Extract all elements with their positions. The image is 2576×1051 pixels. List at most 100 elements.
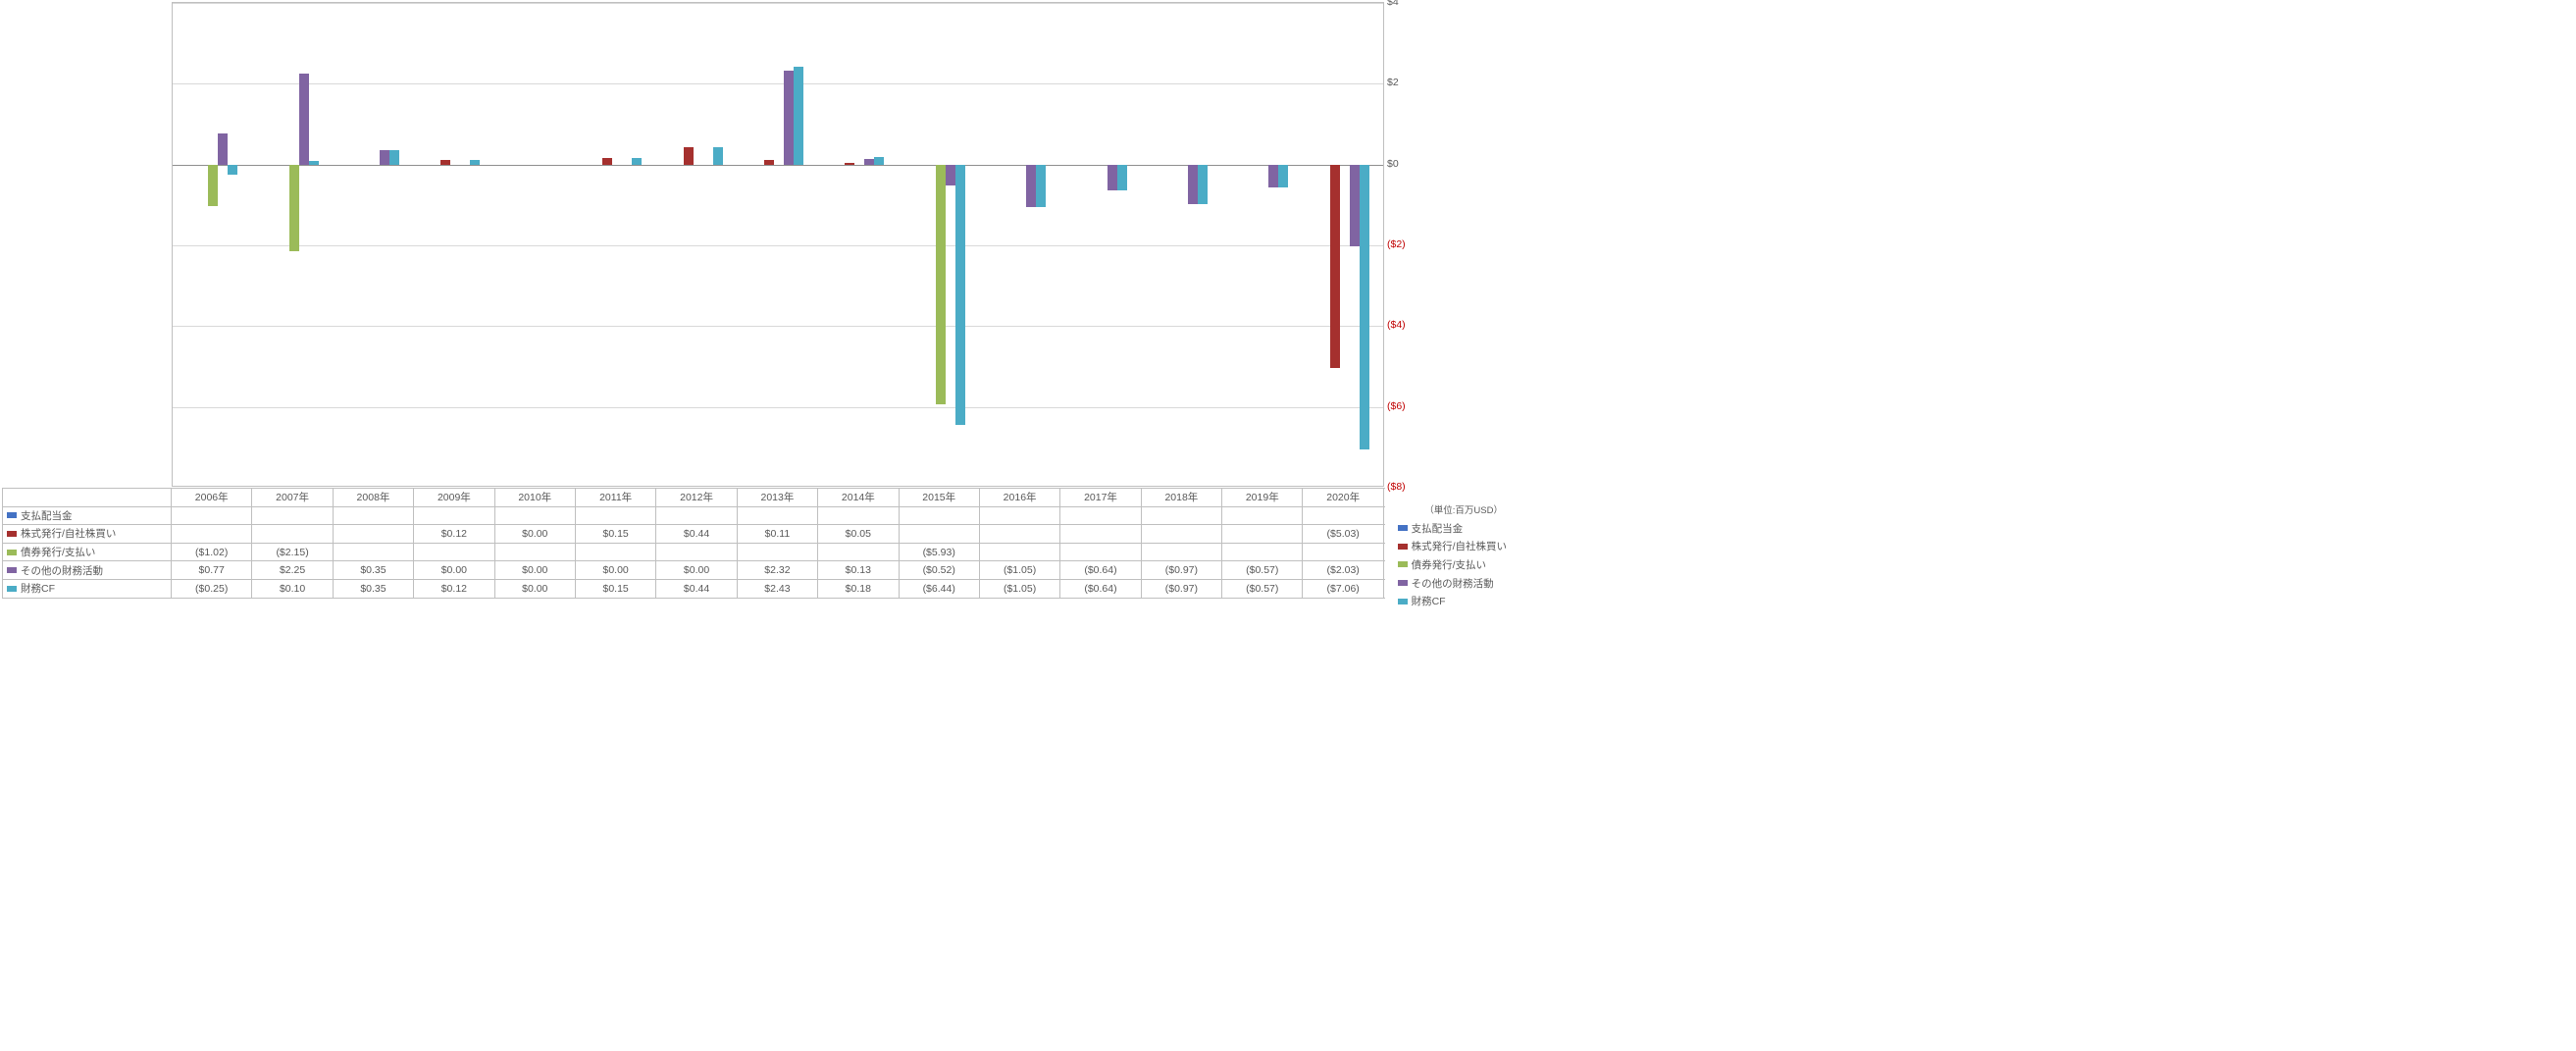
table-cell: $0.44 [656, 580, 737, 598]
y-tick-label: ($4) [1387, 321, 1426, 332]
bar [955, 165, 965, 425]
table-header-cell: 2015年 [900, 489, 980, 506]
table-cell: $0.00 [656, 561, 737, 579]
table-cell [414, 544, 494, 561]
series-swatch [7, 531, 17, 537]
table-cell: ($0.97) [1142, 580, 1222, 598]
bar [440, 160, 450, 165]
y-tick-label: $4 [1387, 0, 1426, 8]
table-cell: $0.77 [172, 561, 252, 579]
bar [1036, 165, 1046, 207]
legend-swatch [1398, 544, 1408, 550]
y-tick-label: ($6) [1387, 401, 1426, 412]
table-cell [576, 544, 656, 561]
table-cell [334, 544, 414, 561]
table-cell: $0.10 [252, 580, 333, 598]
table-cell [818, 544, 899, 561]
gridline [173, 245, 1383, 246]
table-cell: ($0.64) [1060, 561, 1141, 579]
table-corner-cell [2, 489, 172, 506]
legend-item: 株式発行/自社株買い [1398, 538, 1507, 556]
table-cell: $0.00 [495, 580, 576, 598]
bar [1268, 165, 1278, 187]
legend-item: その他の財務活動 [1398, 574, 1507, 593]
bar [1330, 165, 1340, 368]
table-cell [1060, 525, 1141, 543]
table-cell: $0.12 [414, 525, 494, 543]
legend-swatch [1398, 599, 1408, 604]
table-cell: $0.11 [738, 525, 818, 543]
row-label-text: その他の財務活動 [21, 563, 103, 578]
table-cell [656, 507, 737, 525]
bar [632, 158, 642, 164]
bar [1360, 165, 1369, 450]
chart-container: $4$2$0($2)($4)($6)($8) （単位:百万USD） 2006年2… [0, 0, 1511, 616]
bar [874, 157, 884, 164]
bar [602, 158, 612, 164]
table-row: 債券発行/支払い($1.02)($2.15)($5.93) [2, 544, 1385, 562]
table-cell: $0.15 [576, 580, 656, 598]
gridline [173, 407, 1383, 408]
table-header-cell: 2018年 [1142, 489, 1222, 506]
y-tick-label: ($8) [1387, 482, 1426, 493]
table-cell: ($0.57) [1222, 580, 1303, 598]
legend-label: 財務CF [1412, 594, 1446, 608]
bar [946, 165, 955, 185]
legend-label: 株式発行/自社株買い [1412, 539, 1507, 553]
table-row-label: その他の財務活動 [2, 561, 172, 579]
bar [845, 163, 854, 165]
table-cell: $0.00 [495, 561, 576, 579]
table-cell [900, 525, 980, 543]
table-row: 支払配当金 [2, 507, 1385, 526]
bar [794, 67, 803, 165]
table-cell [1222, 507, 1303, 525]
table-cell [1222, 544, 1303, 561]
table-header-cell: 2010年 [495, 489, 576, 506]
bar [470, 160, 480, 165]
table-cell [172, 507, 252, 525]
table-header-cell: 2006年 [172, 489, 252, 506]
legend-label: 債券発行/支払い [1412, 557, 1486, 572]
table-cell: $0.35 [334, 580, 414, 598]
bar [1108, 165, 1117, 190]
legend-swatch [1398, 580, 1408, 586]
bar [208, 165, 218, 206]
bar [1350, 165, 1360, 247]
table-cell [495, 544, 576, 561]
table-cell: ($2.03) [1303, 561, 1383, 579]
table-row: 財務CF ($0.25)$0.10$0.35$0.12$0.00$0.15$0.4… [2, 580, 1385, 599]
table-header-cell: 2009年 [414, 489, 494, 506]
table-cell: ($1.02) [172, 544, 252, 561]
gridline [173, 326, 1383, 327]
bar [713, 147, 723, 165]
table-header-cell: 2012年 [656, 489, 737, 506]
unit-label: （単位:百万USD） [1424, 502, 1503, 516]
table-row: その他の財務活動$0.77$2.25$0.35$0.00$0.00$0.00$0… [2, 561, 1385, 580]
table-row: 株式発行/自社株買い$0.12$0.00$0.15$0.44$0.11$0.05… [2, 525, 1385, 544]
row-label-text: 財務CF [21, 581, 55, 596]
table-header-cell: 2019年 [1222, 489, 1303, 506]
table-cell [172, 525, 252, 543]
bar [1026, 165, 1036, 207]
bar [228, 165, 237, 175]
table-row-label: 財務CF [2, 580, 172, 598]
row-label-text: 支払配当金 [21, 508, 73, 523]
y-tick-label: ($2) [1387, 239, 1426, 250]
data-table: 2006年2007年2008年2009年2010年2011年2012年2013年… [2, 488, 1385, 599]
bar [380, 150, 389, 164]
table-cell: ($0.25) [172, 580, 252, 598]
table-cell: $0.05 [818, 525, 899, 543]
gridline [173, 3, 1383, 4]
table-cell [334, 525, 414, 543]
table-header-cell: 2020年 [1303, 489, 1383, 506]
table-cell [1303, 544, 1383, 561]
table-header-cell: 2008年 [334, 489, 414, 506]
table-cell: ($2.15) [252, 544, 333, 561]
table-cell [1142, 525, 1222, 543]
gridline [173, 83, 1383, 84]
table-cell: $0.44 [656, 525, 737, 543]
table-cell: ($1.05) [980, 561, 1060, 579]
series-swatch [7, 512, 17, 518]
table-cell [1222, 525, 1303, 543]
table-cell: $0.12 [414, 580, 494, 598]
